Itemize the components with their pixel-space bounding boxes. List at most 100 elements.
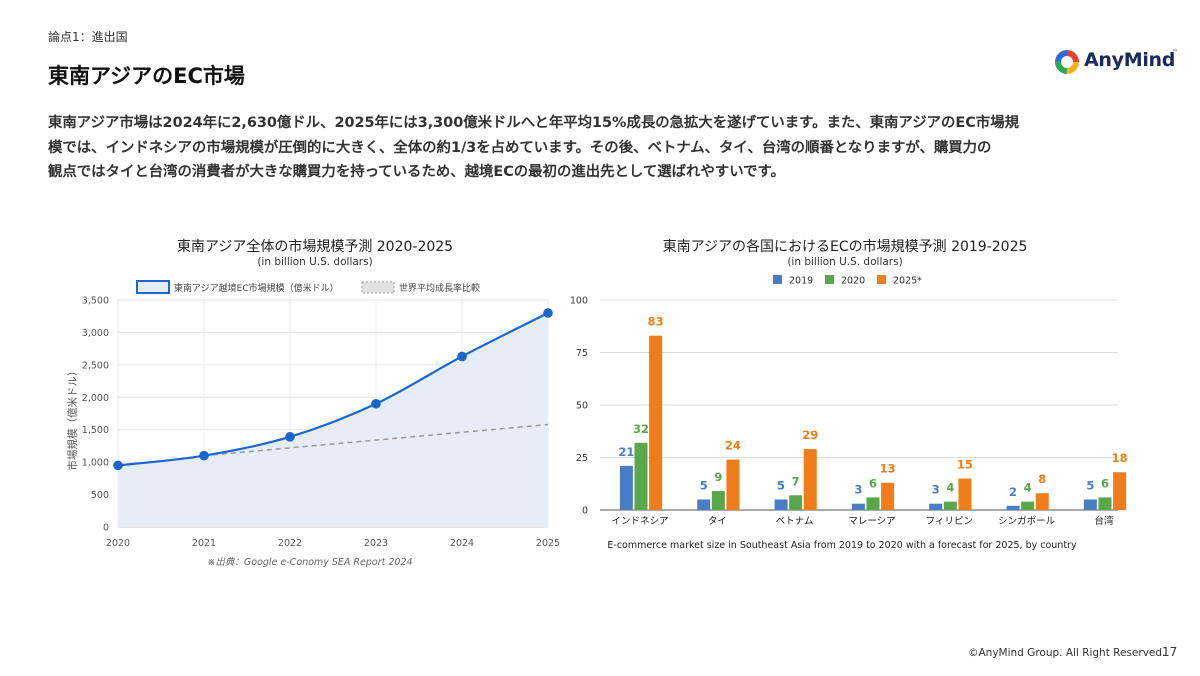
bar-chart-x-tick: タイ [708,516,727,527]
line-chart-point [371,398,381,409]
bar-value-label: 21 [618,445,634,459]
line-chart-point [113,460,123,471]
line-chart-x-tick: 2024 [450,538,474,549]
line-chart-y-axis-label: 市場規模（億米ドル） [66,366,79,471]
line-chart-y-tick: 3,500 [82,296,109,307]
brand-name: AnyMind [1084,49,1176,71]
bar-value-label: 5 [777,479,785,493]
bar-value-label: 83 [648,315,664,329]
line-chart-x-tick: 2023 [364,538,388,549]
line-chart-y-tick: 2,000 [82,393,109,404]
summary-line: 東南アジア市場は2024年に2,630億ドル、2025年には3,300億米ドルへ… [48,115,1019,131]
bar-value-label: 6 [1101,476,1109,490]
bar [881,482,895,510]
bar-value-label: 8 [1038,472,1046,486]
bar-value-label: 29 [802,428,818,442]
footer-copyright: ©AnyMind Group. All Right Reserved. [968,647,1166,659]
bar [1083,499,1097,510]
page-title: 東南アジアのEC市場 [48,64,245,88]
line-chart-point [457,351,467,362]
brand-trademark: ™ [1172,49,1178,56]
bar-chart-title: 東南アジアの各国におけるECの市場規模予測 2019-2025 [662,239,1028,255]
bar [1035,493,1049,510]
bar-value-label: 4 [946,481,954,495]
bar [774,499,788,510]
bar-chart-x-tick: シンガポール [998,516,1056,527]
world-average-line [203,423,549,457]
line-chart: 0 500 1,000 1,500 2,000 2,500 3,000 3,500 2020 2… [66,280,560,568]
bar [697,499,711,510]
bar [789,495,803,510]
bar-chart-x-tick: ベトナム [776,516,814,527]
page-number: 17 [1162,645,1178,659]
bar-chart-legend: 2019 2020 2025* [773,275,922,287]
bar-chart-subtitle: (in billion U.S. dollars) [787,256,903,268]
line-chart-point [199,450,209,461]
line-chart-y-tick: 500 [91,490,109,501]
bar [634,442,648,510]
summary-paragraph: 東南アジア市場は2024年に2,630億ドル、2025年には3,300億米ドルへ… [48,111,1158,185]
anymind-logo-icon [1055,50,1079,74]
bar [726,459,740,510]
bar [1021,501,1035,510]
bar-chart-x-tick: インドネシア [611,516,668,527]
anymind-logo: AnyMind ™ [1054,47,1178,79]
section-label: 論点1：進出国 [48,30,128,44]
bar [803,449,817,510]
line-chart-x-tick: 2025 [536,538,560,549]
bar-chart-y-tick: 25 [576,453,588,464]
line-chart-y-tick: 1,000 [82,458,109,469]
bar [1006,505,1020,510]
bar-chart-x-tick: 台湾 [1094,515,1114,527]
bar [619,465,633,510]
line-chart-legend: 東南アジア越境EC市場規模（億米ドル） 世界平均成長率比較 [136,280,480,294]
bar [943,501,957,510]
market-size-line [117,311,549,467]
bar [958,478,972,510]
bar-value-label: 9 [714,470,722,484]
line-chart-title: 東南アジア全体の市場規模予測 2020-2025 [176,239,454,255]
legend-swatch-average [361,281,395,294]
bar [711,491,725,510]
bar [1113,472,1127,510]
line-chart-source: ※出典：Google e-Conomy SEA Report 2024 [207,556,412,568]
line-chart-x-tick: 2021 [192,538,216,549]
bar-value-label: 7 [792,474,800,488]
line-chart-subtitle: (in billion U.S. dollars) [257,256,373,268]
line-chart-y-tick: 2,500 [82,360,109,371]
bar-value-label: 6 [869,476,877,490]
legend-label-average: 世界平均成長率比較 [399,282,480,294]
bar-value-label: 5 [1086,479,1094,493]
bar [851,503,865,510]
bar-chart-y-tick: 75 [576,348,588,359]
bar-value-label: 32 [633,422,649,436]
bar-legend-swatch [773,275,782,284]
line-chart-x-tick: 2020 [106,538,130,549]
bar-value-label: 3 [854,483,862,497]
bar-value-label: 13 [880,462,896,476]
bar [866,497,880,510]
bar-chart-y-tick: 100 [570,296,588,307]
bar-legend-label: 2025* [893,276,922,287]
line-chart-x-tick: 2022 [278,538,302,549]
bar-value-label: 15 [957,458,973,472]
line-chart-area [118,312,548,527]
bar-chart-y-tick: 0 [582,506,588,517]
bar-legend-swatch [877,275,886,284]
bar-chart-x-tick: フィリピン [926,516,973,527]
bar-legend-label: 2020 [841,276,865,287]
bar-legend-swatch [825,275,834,284]
bar-chart-x-tick: マレーシア [848,516,895,527]
bar-value-label: 5 [700,479,708,493]
bar-value-label: 24 [725,439,741,453]
legend-swatch-market [136,280,170,294]
line-chart-y-tick: 0 [103,523,109,534]
bar [649,335,663,510]
bar-chart-caption: E-commerce market size in Southeast Asia… [607,540,1077,551]
bar-value-label: 3 [932,483,940,497]
bar [929,503,943,510]
bar-chart-y-tick: 50 [576,401,588,412]
line-chart-point [543,308,553,318]
bar [1098,497,1112,510]
